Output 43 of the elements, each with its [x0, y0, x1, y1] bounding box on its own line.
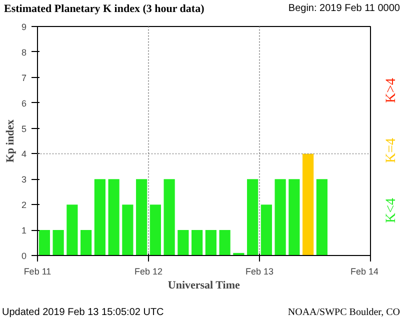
chart-title: Estimated Planetary K index (3 hour data): [4, 2, 204, 17]
y-tick-label: 1: [21, 226, 27, 236]
bar: [136, 179, 148, 256]
bar: [108, 179, 120, 256]
bar: [274, 179, 286, 256]
x-tick-label: Feb 14: [350, 266, 379, 276]
x-tick-label: Feb 12: [134, 266, 163, 276]
y-tick-label: 6: [21, 98, 27, 108]
bar: [80, 230, 92, 256]
bar: [122, 204, 134, 256]
bar: [260, 204, 272, 256]
bar: [302, 154, 314, 256]
y-tick-label: 0: [21, 251, 27, 261]
bar: [38, 230, 50, 256]
y-axis-title: Kp index: [4, 118, 16, 163]
x-tick-label: Feb 11: [24, 266, 52, 276]
bar: [178, 230, 189, 256]
text: K=4: [383, 138, 400, 164]
y-tick-label: 8: [21, 47, 27, 58]
bar: [219, 230, 230, 256]
bar: [150, 204, 161, 256]
bar: [288, 179, 300, 256]
text: K<4: [383, 198, 400, 224]
bar: [66, 204, 78, 256]
y-tick-label: 5: [21, 124, 27, 134]
y-tick-label: 2: [21, 200, 27, 210]
x-axis-title: Universal Time: [168, 280, 240, 292]
bar: [192, 230, 203, 256]
y-tick-label: 9: [21, 22, 27, 32]
bar: [52, 230, 64, 256]
text: K>4: [383, 78, 400, 104]
text: NOAA/SWPC Boulder, CO: [288, 306, 400, 320]
chart-subtitle: Begin: 2019 Feb 11 0000: [288, 2, 400, 16]
text: Updated 2019 Feb 13 15:05:02 UTC: [2, 306, 164, 320]
bar: [94, 179, 106, 256]
x-tick-label: Feb 13: [245, 266, 274, 276]
bar: [316, 179, 328, 256]
y-tick-label: 7: [21, 72, 27, 83]
y-tick-label: 3: [21, 174, 27, 185]
y-tick-label: 4: [21, 149, 27, 160]
bar: [164, 179, 175, 256]
bar: [205, 230, 216, 256]
bar: [247, 179, 258, 256]
